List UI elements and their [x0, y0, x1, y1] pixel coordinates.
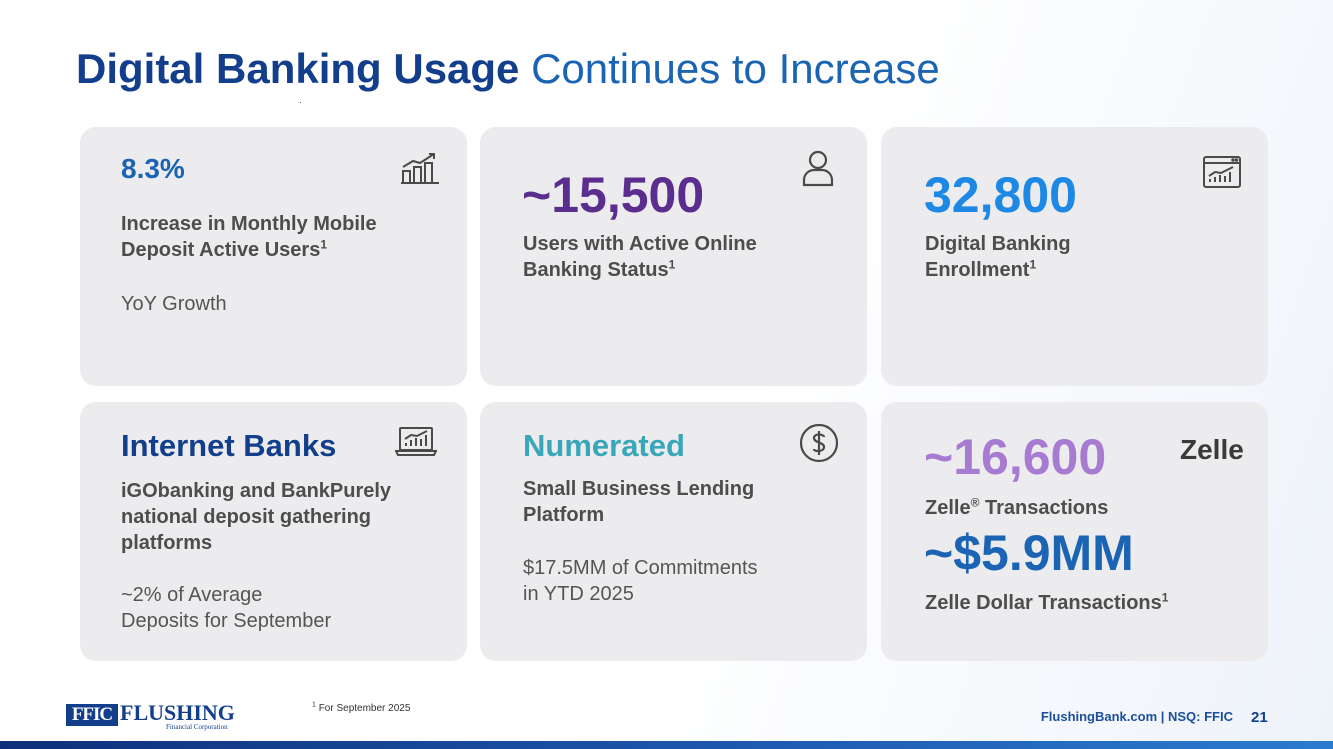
- page-number: 21: [1251, 709, 1268, 726]
- bar-chart-growth-icon: [400, 151, 440, 185]
- card-label-line2: Deposit Active Users1: [121, 237, 328, 261]
- card-value: 8.3%: [121, 153, 185, 184]
- card-value: Numerated: [523, 428, 685, 463]
- card-label-line2: national deposit gathering: [121, 506, 372, 528]
- card-internet-banks: Internet Banks iGObanking and BankPurely…: [80, 402, 467, 661]
- logo-sub: Financial Corporation: [166, 723, 228, 731]
- page-title-regular: Continues to Increase: [531, 45, 940, 92]
- card-label-line2: Banking Status1: [523, 257, 676, 281]
- card-note-line1: $17.5MM of Commitments: [523, 557, 758, 579]
- card-label-line2: Platform: [523, 504, 605, 526]
- laptop-chart-icon: [395, 426, 437, 458]
- card-label-line1: Increase in Monthly Mobile: [121, 213, 377, 235]
- card-note: YoY Growth: [121, 293, 227, 315]
- card-value: Internet Banks: [121, 428, 337, 463]
- zelle-logo: Zelle: [1180, 434, 1244, 465]
- card-label-line1: Small Business Lending: [523, 478, 755, 500]
- page-title: Digital Banking Usage Continues to Incre…: [76, 44, 940, 94]
- footer-site: FlushingBank.com | NSQ: FFIC: [1040, 709, 1233, 724]
- card-note-line2: Deposits for September: [121, 610, 332, 632]
- logo-word: FLUSHING: [120, 700, 235, 725]
- card-note-line2: in YTD 2025: [523, 583, 634, 605]
- user-icon: [801, 149, 835, 187]
- logo-box: FFIC: [66, 704, 118, 726]
- card-value-2: ~$5.9MM: [924, 525, 1134, 581]
- page-title-bold: Digital Banking Usage: [76, 45, 520, 92]
- card-value: ~15,500: [522, 167, 705, 223]
- card-digital-enrollment: 32,800 Digital Banking Enrollment1: [881, 127, 1268, 386]
- card-label-line3: platforms: [121, 532, 213, 554]
- footnote: 1 For September 2025: [312, 701, 411, 714]
- card-numerated: Numerated Small Business Lending Platfor…: [480, 402, 867, 661]
- card-online-banking: ~15,500 Users with Active Online Banking…: [480, 127, 867, 386]
- dollar-circle-icon: [798, 422, 840, 464]
- card-mobile-deposit: 8.3% Increase in Monthly Mobile Deposit …: [80, 127, 467, 386]
- card-label-line2: Enrollment1: [925, 257, 1037, 281]
- card-label-line1: Users with Active Online: [523, 233, 757, 255]
- card-label-line1: Digital Banking: [925, 233, 1071, 255]
- card-zelle: ~16,600 Zelle Zelle® Transactions ~$5.9M…: [881, 402, 1268, 661]
- stray-dot: [300, 102, 301, 103]
- footer-bar: [0, 741, 1333, 749]
- card-label-line1: iGObanking and BankPurely: [121, 480, 392, 502]
- browser-analytics-icon: [1202, 155, 1242, 189]
- card-value: ~16,600: [924, 429, 1107, 485]
- card-value: 32,800: [924, 167, 1077, 223]
- card-note-line1: ~2% of Average: [121, 584, 263, 606]
- card-label-2: Zelle Dollar Transactions1: [925, 590, 1169, 614]
- card-label: Zelle® Transactions: [925, 495, 1109, 519]
